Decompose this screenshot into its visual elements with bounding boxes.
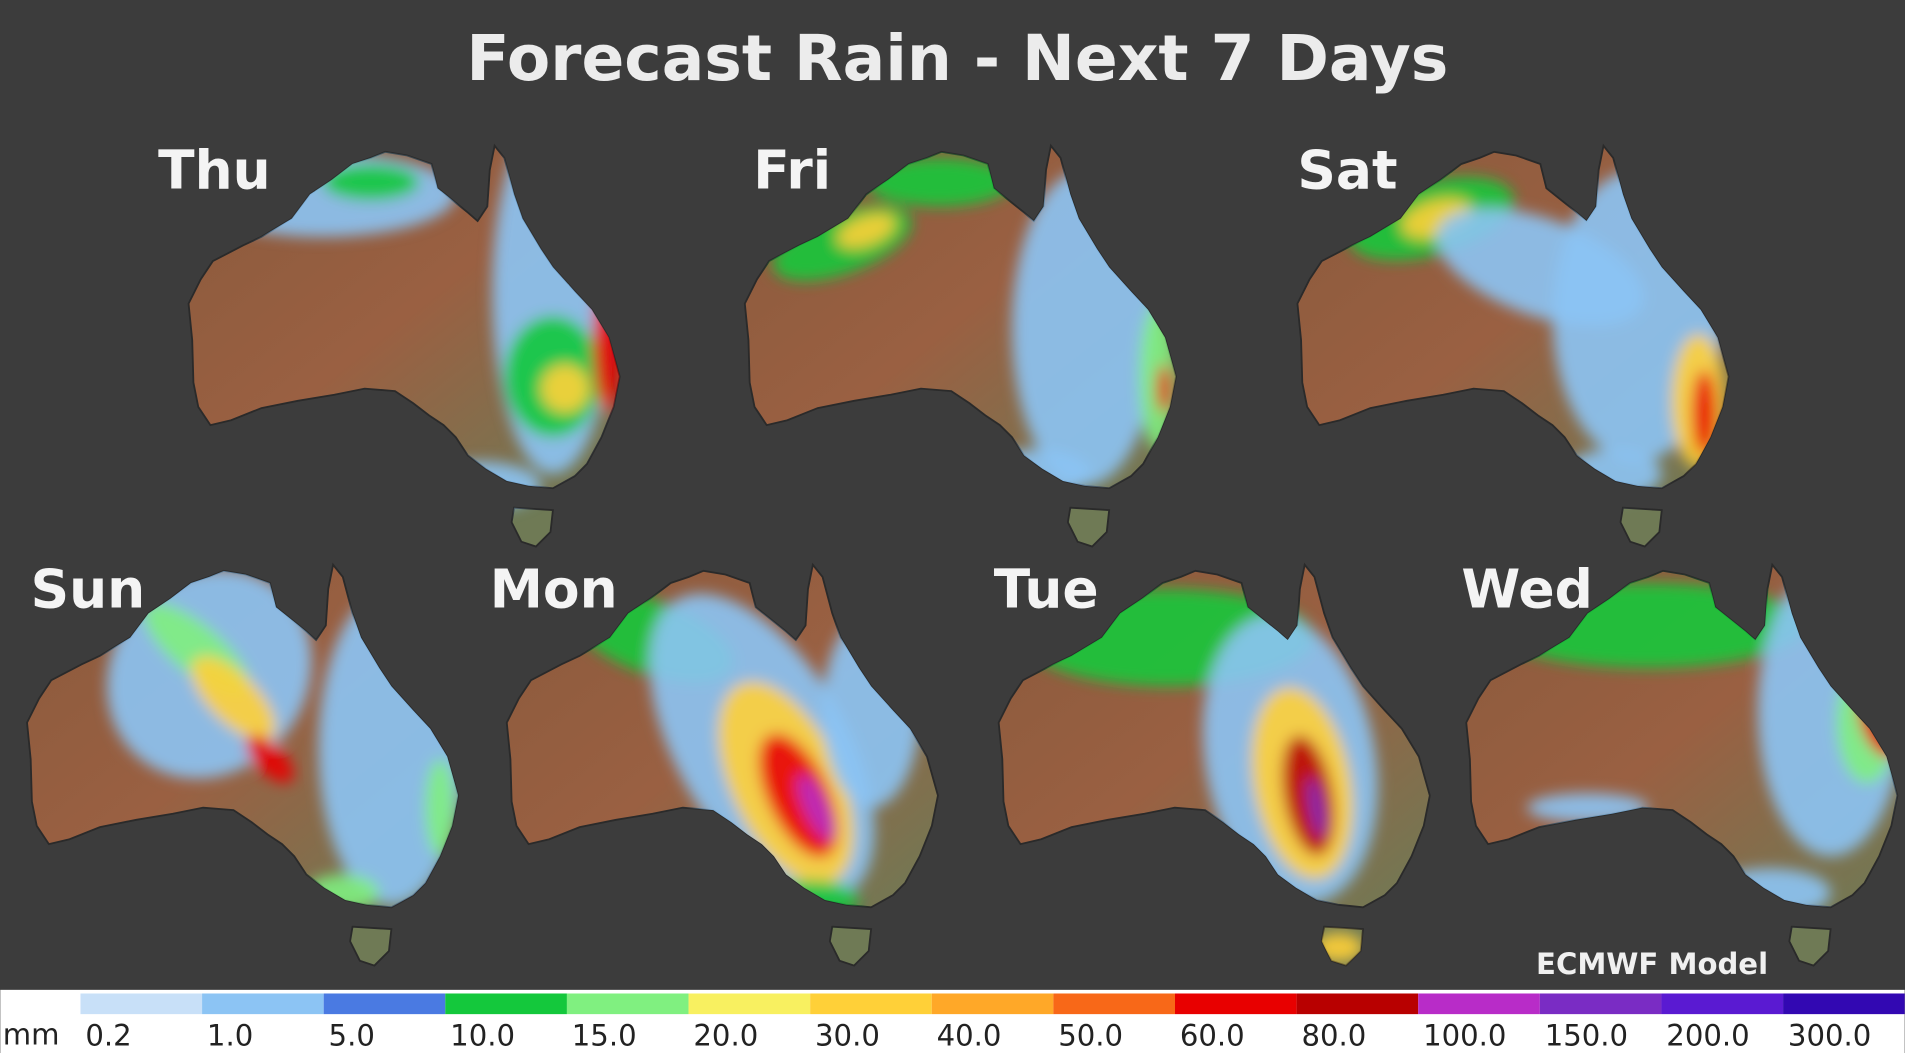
rain-area <box>425 759 455 857</box>
day-label: Fri <box>753 138 831 201</box>
title: Forecast Rain - Next 7 Days <box>466 21 1448 95</box>
legend-label: 300.0 <box>1788 1019 1871 1053</box>
day-map <box>743 144 1177 548</box>
legend-label: 0.2 <box>85 1019 131 1053</box>
legend-swatch <box>931 993 1054 1015</box>
legend-swatch <box>1661 993 1784 1015</box>
day-map <box>997 563 1431 967</box>
day-map <box>1296 144 1730 548</box>
rain-area <box>797 774 836 842</box>
tasmania <box>1619 506 1663 548</box>
rain-area <box>1012 170 1158 486</box>
legend-label: 30.0 <box>815 1019 880 1053</box>
legend-label: 200.0 <box>1666 1019 1749 1053</box>
legend-label: 10.0 <box>450 1019 515 1053</box>
legend-swatch <box>445 993 567 1015</box>
legend-label: 80.0 <box>1301 1019 1366 1053</box>
legend-swatch <box>810 993 932 1015</box>
legend-label: 15.0 <box>572 1019 637 1053</box>
rain-area <box>981 449 1091 498</box>
day-label: Sat <box>1297 138 1397 201</box>
maps: Thu Fri Sat Sun Mon Tue Wed <box>26 138 1899 967</box>
legend-label: 20.0 <box>693 1019 758 1053</box>
rain-overlay <box>1022 589 1378 962</box>
legend-swatch <box>1783 993 1905 1015</box>
legend-label: 150.0 <box>1545 1019 1628 1053</box>
rain-area <box>1564 449 1662 498</box>
legend: mm 0.2 1.0 5.0 10.0 15.0 20.0 30.0 40.0 50.0 60.0… <box>0 989 1905 1053</box>
rain-area <box>761 880 859 917</box>
legend-unit: mm <box>3 1017 60 1051</box>
legend-swatch <box>202 993 324 1015</box>
tasmania <box>828 925 873 967</box>
tasmania <box>510 506 554 548</box>
legend-label: 1.0 <box>207 1019 253 1053</box>
tasmania <box>349 925 393 967</box>
legend-label: 100.0 <box>1423 1019 1506 1053</box>
rain-area <box>1709 868 1831 917</box>
legend-swatch <box>80 993 203 1015</box>
source-label: ECMWF Model <box>1536 947 1768 981</box>
rain-overlay <box>1348 170 1725 498</box>
legend-swatch <box>688 993 811 1015</box>
rain-area <box>1692 370 1717 456</box>
tasmania <box>1788 925 1832 967</box>
rain-area <box>1757 564 1898 857</box>
day-label: Sun <box>31 557 146 620</box>
rain-area <box>822 613 920 808</box>
rain-area <box>592 267 620 413</box>
rain-area <box>246 735 294 783</box>
rain-area <box>837 213 896 248</box>
legend-swatch <box>1053 993 1176 1015</box>
rain-area <box>540 364 590 413</box>
legend-swatch <box>1539 993 1662 1015</box>
day-map <box>1465 563 1899 967</box>
day-map <box>505 563 939 967</box>
day-label: Wed <box>1461 557 1593 620</box>
tasmania <box>1066 506 1111 548</box>
rain-overlay <box>571 592 920 917</box>
legend-label: 40.0 <box>937 1019 1002 1053</box>
legend-label: 50.0 <box>1058 1019 1123 1053</box>
legend-swatch <box>566 993 689 1015</box>
legend-swatch <box>323 993 446 1015</box>
rain-area <box>866 157 1013 207</box>
rain-area <box>1307 777 1326 838</box>
rain-area <box>1156 364 1172 413</box>
rain-area <box>1836 661 1898 784</box>
rain-area <box>419 461 541 511</box>
day-label: Mon <box>490 557 618 620</box>
legend-label: 5.0 <box>329 1019 375 1053</box>
rain-area <box>322 163 420 201</box>
rain-area <box>191 656 276 741</box>
legend-swatch <box>1296 993 1419 1015</box>
legend-swatch <box>1175 993 1297 1015</box>
day-label: Thu <box>158 138 271 201</box>
day-label: Tue <box>994 557 1099 620</box>
legend-label: 60.0 <box>1180 1019 1245 1053</box>
legend-swatch <box>1418 993 1540 1015</box>
